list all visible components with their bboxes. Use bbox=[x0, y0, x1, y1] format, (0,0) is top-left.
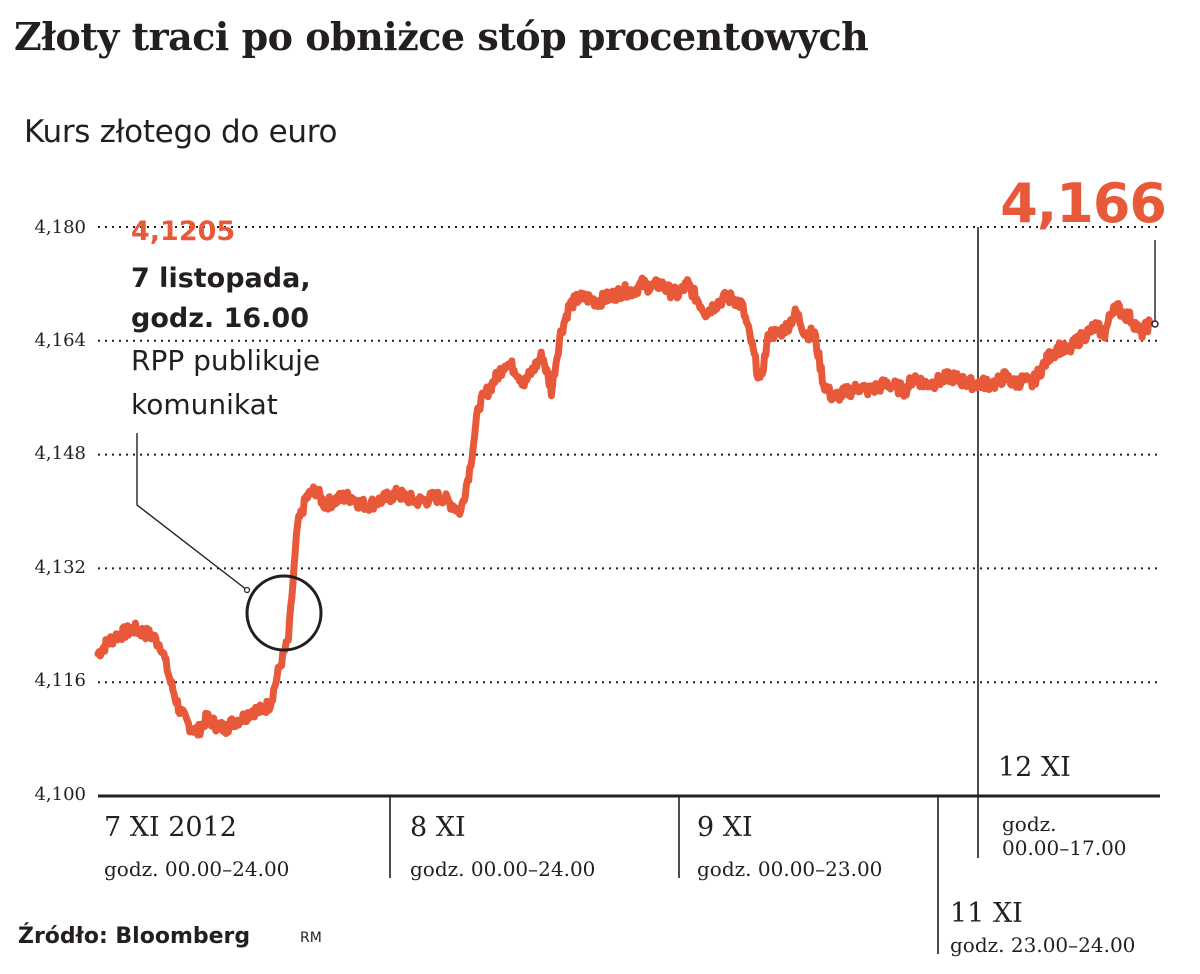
y-tick-label: 4,132 bbox=[34, 557, 86, 578]
y-tick-label: 4,164 bbox=[34, 330, 86, 351]
y-tick-label: 4,148 bbox=[34, 443, 86, 464]
segment-hours-12xi: godz. bbox=[1002, 812, 1057, 836]
annotation-value: 4,1205 bbox=[131, 216, 236, 247]
segment-hours-11xi: godz. 23.00–24.00 bbox=[950, 933, 1136, 957]
segment-hours-9xi: godz. 00.00–23.00 bbox=[697, 857, 883, 881]
annotation-text-line-1: RPP publikuje bbox=[131, 344, 321, 377]
series-line-eur-pln bbox=[94, 274, 1154, 739]
segment-hours-8xi: godz. 00.00–24.00 bbox=[410, 857, 596, 881]
segment-label-11xi: 11 XI bbox=[950, 898, 1023, 929]
segment-hours-7xi: godz. 00.00–24.00 bbox=[104, 857, 290, 881]
final-value-label: 4,166 bbox=[1000, 172, 1167, 235]
segment-label-12xi: 12 XI bbox=[998, 752, 1071, 783]
day-separators bbox=[389, 227, 979, 954]
event-marker-circle bbox=[245, 574, 323, 652]
segment-label-8xi: 8 XI bbox=[410, 812, 466, 843]
chart-title: Złoty traci po obniżce stóp procentowych bbox=[14, 14, 869, 59]
annotation-hour: godz. 16.00 bbox=[131, 303, 309, 334]
author-credit: RM bbox=[300, 930, 322, 946]
annotation-leader-dot bbox=[243, 586, 251, 594]
annotation-text-line-2: komunikat bbox=[131, 388, 278, 421]
chart-subtitle: Kurs złotego do euro bbox=[24, 114, 338, 150]
final-point-dot bbox=[1151, 320, 1159, 328]
annotation-date: 7 listopada, bbox=[131, 263, 311, 294]
segment-hours-12xi-line2: 00.00–17.00 bbox=[1002, 836, 1127, 860]
y-tick-label: 4,116 bbox=[34, 670, 86, 691]
y-tick-label: 4,180 bbox=[34, 217, 86, 238]
segment-label-9xi: 9 XI bbox=[697, 812, 753, 843]
source-note: Źródło: Bloomberg bbox=[18, 924, 251, 949]
y-tick-label: 4,100 bbox=[34, 784, 86, 805]
annotation-leader-line bbox=[136, 433, 248, 591]
segment-label-7xi: 7 XI 2012 bbox=[104, 812, 237, 843]
